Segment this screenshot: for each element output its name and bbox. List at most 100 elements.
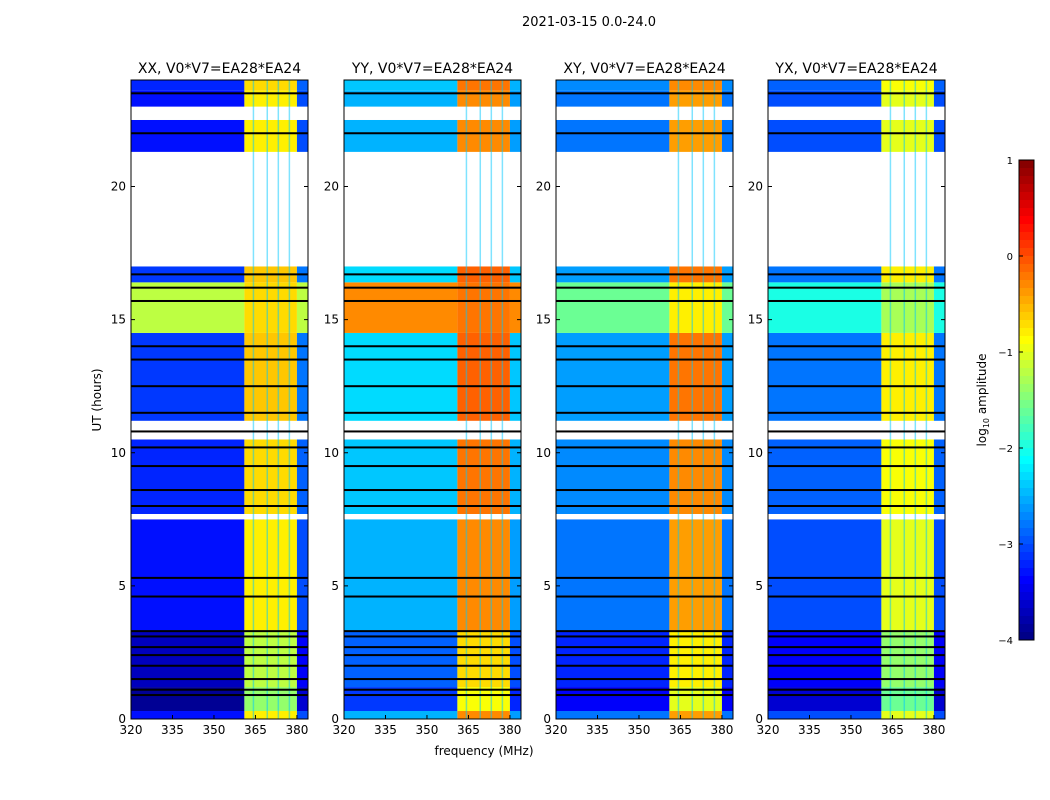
blank-line [344,385,521,388]
x-tick-label: 380 [710,723,733,737]
blank-line [768,132,945,135]
blank-line [131,132,308,135]
heatmap-cell [721,519,733,632]
blank-line [344,286,521,289]
heatmap-cell [509,332,521,421]
colorbar-swatch [1019,432,1034,441]
colorbar-tick-label: −3 [998,540,1013,551]
colorbar-tick-label: −2 [998,444,1013,455]
channel-stripe [277,80,280,719]
x-tick-label: 320 [120,723,143,737]
flagged-segment [768,420,945,440]
x-tick-label: 365 [881,723,904,737]
heatmap-cell [509,631,521,688]
channel-stripe [925,80,928,719]
colorbar-swatch [1019,416,1034,425]
x-tick-label: 320 [757,723,780,737]
x-tick-label: 380 [922,723,945,737]
heatmap-cell [457,711,510,719]
heatmap-cell [556,711,670,719]
y-tick-label: 15 [536,313,551,327]
x-axis-label: frequency (MHz) [434,744,533,758]
heatmap-cell [296,282,308,333]
blank-line [344,664,521,667]
flagged-segment [768,106,945,120]
colorbar-swatch [1019,248,1034,257]
heatmap-cell [721,119,733,152]
y-tick-label: 20 [111,180,126,194]
blank-line [556,92,733,95]
heatmap-cell [556,119,670,152]
blank-line [344,465,521,468]
heatmap-cell [933,90,945,107]
channel-stripe [288,80,291,719]
panel-title: YX, V0*V7=EA28*EA24 [774,61,937,77]
heatmap-cell [344,439,458,514]
x-tick-label: 335 [374,723,397,737]
blank-line [131,630,308,633]
channel-stripe [465,80,468,719]
blank-line [131,595,308,598]
blank-line [344,489,521,492]
blank-line [344,92,521,95]
blank-line [768,465,945,468]
heatmap-cell [556,90,670,107]
heatmap-cell [296,119,308,152]
colorbar-label: log10 amplitude [975,354,991,447]
colorbar-swatch [1019,440,1034,449]
blank-line [768,635,945,638]
blank-line [131,688,308,691]
heatmap-cell [768,439,882,514]
colorbar-swatch [1019,344,1034,353]
heatmap-cell [669,90,722,107]
y-tick-label: 10 [536,446,551,460]
heatmap-cell [933,687,945,712]
blank-line [131,430,308,433]
blank-line [556,646,733,649]
blank-line [131,465,308,468]
blank-line [768,489,945,492]
blank-line [768,385,945,388]
x-tick-label: 335 [161,723,184,737]
panel-1: YY, V0*V7=EA28*EA24 320 335 350 365 380 0 5 10 15… [324,61,522,737]
heatmap-cell [344,711,458,719]
heatmap-cell [131,687,245,712]
y-tick-label: 10 [111,446,126,460]
colorbar-swatch [1019,600,1034,609]
blank-line [768,92,945,95]
heatmap-cell [131,439,245,514]
flagged-segment [768,151,945,267]
flagged-segment [344,513,521,520]
heatmap-cell [933,711,945,719]
heatmap-cell [768,631,882,688]
blank-line [556,345,733,348]
blank-line [556,505,733,507]
colorbar-swatch [1019,360,1034,369]
channel-stripe [889,80,892,719]
blank-line [344,576,521,579]
blank-line [131,678,308,681]
blank-line [556,678,733,681]
y-tick-label: 5 [543,579,551,593]
heatmap-cell [556,332,670,421]
heatmap-cell [768,119,882,152]
blank-line [131,286,308,289]
blank-line [131,694,308,697]
colorbar-swatch [1019,232,1034,241]
colorbar-swatch [1019,536,1034,545]
blank-line [768,654,945,657]
blank-line [131,411,308,414]
blank-line [556,299,733,302]
colorbar-swatch [1019,216,1034,225]
panel-frame [343,79,522,720]
colorbar-swatch [1019,464,1034,473]
heatmap-cell [344,282,458,333]
x-tick-label: 320 [545,723,568,737]
heatmap-cell [509,90,521,107]
channel-stripe [914,80,917,719]
heatmap-cell [721,80,733,91]
heatmap-cell [669,80,722,91]
y-tick-label: 0 [331,712,339,726]
blank-line [556,595,733,598]
